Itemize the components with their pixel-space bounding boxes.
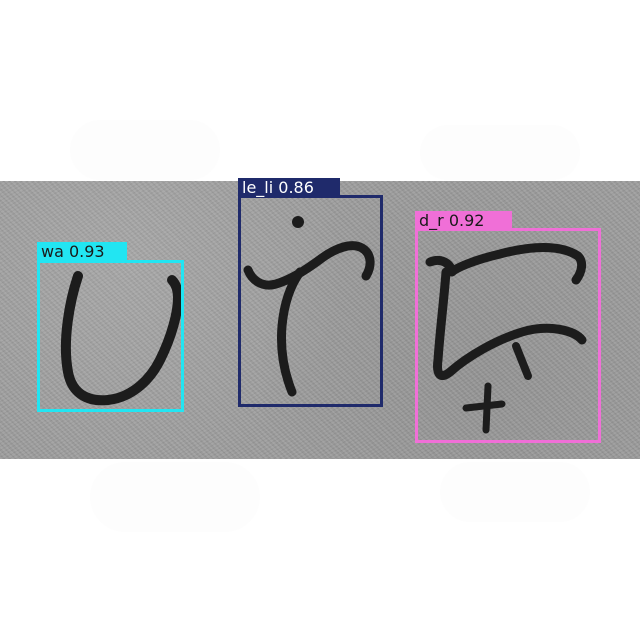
class-name: le_li (242, 178, 274, 197)
class-name: wa (41, 242, 64, 261)
detection-label-le-li: le_li 0.86 (238, 178, 340, 198)
stone-texture-strip (0, 181, 640, 459)
glyph-wa-stroke (60, 271, 183, 406)
background-shape (70, 120, 220, 180)
glyph-d-r-body (433, 267, 587, 380)
glyph-d-r-upper (425, 243, 587, 285)
bounding-box-le-li (238, 195, 383, 407)
detection-label-d-r: d_r 0.92 (415, 211, 512, 231)
glyph-d-r-hook (512, 342, 532, 380)
bounding-box-d-r (415, 228, 601, 443)
detection-label-wa: wa 0.93 (37, 242, 127, 262)
bounding-box-wa (37, 260, 184, 412)
background-shape (440, 462, 590, 522)
glyph-le-li-stem (277, 267, 305, 397)
glyph-le-li-stroke (243, 241, 375, 290)
glyph-d-r-cross-horizontal (462, 400, 506, 412)
confidence-score: 0.93 (68, 242, 105, 261)
background-shape (420, 125, 580, 180)
confidence-score: 0.92 (448, 211, 485, 230)
class-name: d_r (419, 211, 444, 230)
confidence-score: 0.86 (278, 178, 314, 197)
background-shape (90, 462, 260, 532)
glyph-le-li-dot (292, 216, 304, 228)
